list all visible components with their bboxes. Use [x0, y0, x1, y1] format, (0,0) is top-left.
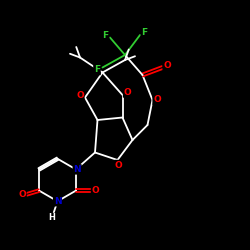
Text: O: O [153, 96, 161, 104]
Text: H: H [48, 214, 55, 222]
Text: F: F [102, 30, 108, 40]
Text: O: O [76, 90, 84, 100]
Text: F: F [142, 28, 148, 37]
Text: N: N [73, 165, 81, 174]
Text: N: N [54, 197, 61, 206]
Text: O: O [115, 160, 122, 170]
Text: O: O [18, 190, 26, 199]
Text: O: O [163, 60, 171, 70]
Text: O: O [124, 88, 132, 97]
Text: F: F [94, 66, 100, 74]
Text: O: O [92, 186, 99, 195]
